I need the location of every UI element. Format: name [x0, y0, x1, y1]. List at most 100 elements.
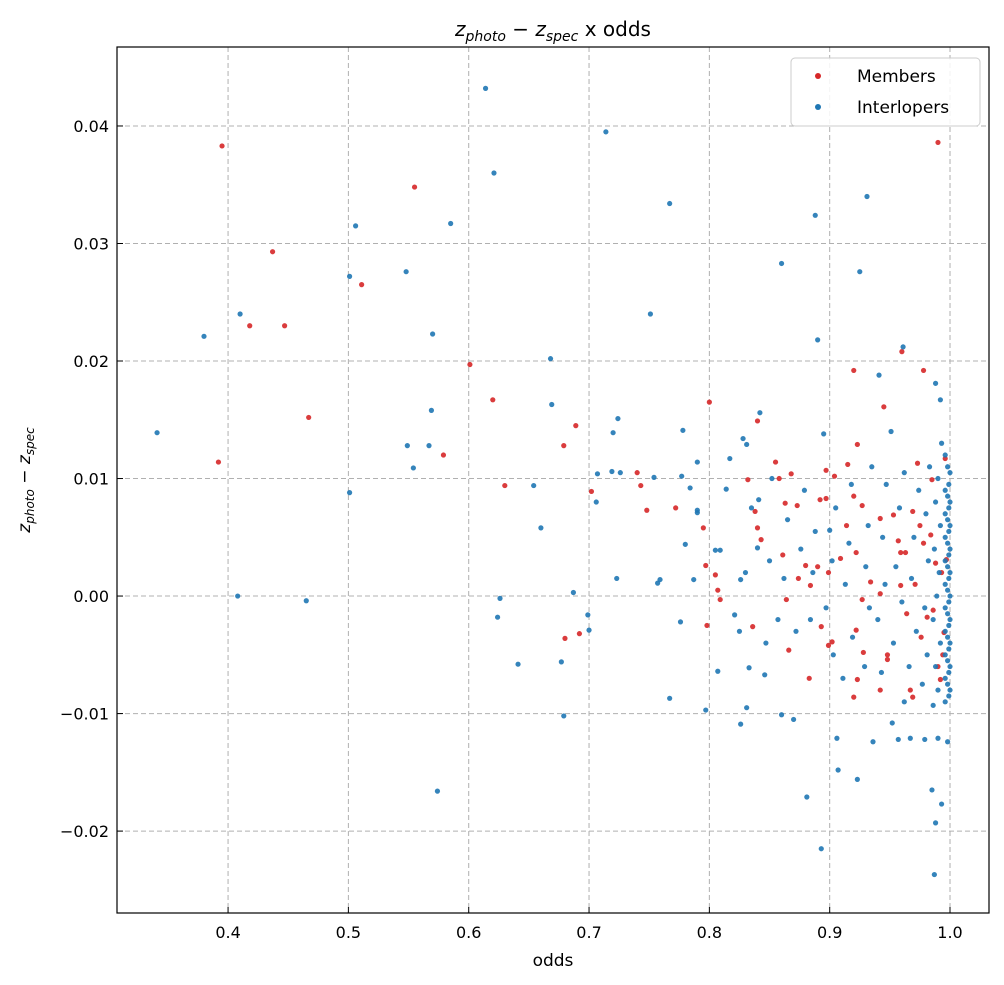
x-axis-label: odds	[533, 951, 574, 971]
interloper-point	[863, 564, 869, 570]
member-point	[890, 512, 897, 518]
x-tick-label: 0.7	[576, 923, 601, 942]
interloper-point	[667, 200, 673, 207]
interloper-point	[937, 522, 943, 529]
member-point	[853, 627, 859, 633]
member-point	[877, 515, 883, 522]
interloper-point	[896, 505, 903, 511]
x-tick-label: 0.4	[215, 923, 240, 942]
x-tick-label: 0.6	[456, 923, 481, 942]
member-point	[877, 591, 883, 597]
interloper-point	[798, 546, 804, 552]
member-point	[859, 502, 865, 509]
interloper-point	[823, 605, 829, 611]
member-point	[817, 497, 823, 503]
interloper-point	[947, 499, 953, 505]
member-point	[215, 459, 222, 465]
series-members	[215, 139, 950, 700]
interloper-point	[882, 581, 888, 587]
interloper-point	[942, 581, 948, 587]
member-point	[806, 675, 812, 681]
member-point	[825, 569, 832, 576]
interloper-point	[931, 546, 937, 552]
member-point	[860, 649, 866, 656]
y-tick-label: 0.03	[73, 234, 109, 253]
interloper-point	[880, 534, 886, 540]
interloper-point	[938, 440, 945, 446]
member-point	[754, 418, 761, 424]
interloper-point	[883, 481, 889, 488]
interloper-point	[947, 616, 953, 623]
interloper-point	[935, 475, 941, 482]
member-point	[717, 596, 723, 603]
interloper-point	[593, 499, 599, 505]
member-point	[851, 694, 857, 700]
member-point	[782, 500, 788, 506]
interloper-point	[946, 575, 952, 582]
member-point	[815, 564, 821, 570]
interloper-point	[946, 622, 952, 629]
interloper-point	[829, 558, 835, 564]
interloper-point	[715, 668, 721, 674]
interloper-point	[875, 616, 881, 623]
interloper-point	[558, 659, 564, 665]
interloper-point	[935, 735, 941, 741]
interloper-point	[834, 735, 840, 741]
interloper-point	[901, 470, 907, 476]
interloper-point	[876, 372, 882, 378]
interloper-point	[712, 547, 718, 553]
interloper-point	[682, 541, 688, 547]
member-point	[904, 611, 910, 617]
interloper-point	[942, 652, 948, 658]
interloper-point	[893, 564, 899, 570]
member-point	[754, 525, 761, 531]
interloper-point	[889, 720, 895, 726]
interloper-point	[717, 547, 723, 553]
interloper-point	[748, 505, 755, 511]
x-tick-label: 0.8	[697, 923, 722, 942]
interloper-point	[801, 487, 808, 493]
member-point	[411, 184, 418, 190]
member-point	[935, 139, 941, 146]
member-point	[706, 399, 712, 405]
interloper-point	[744, 705, 750, 711]
interloper-point	[346, 273, 353, 279]
member-point	[895, 538, 901, 544]
interloper-point	[586, 627, 592, 633]
member-point	[638, 482, 644, 489]
x-tick-label: 0.5	[336, 923, 361, 942]
member-point	[780, 552, 786, 558]
interloper-point	[738, 576, 744, 583]
interloper-point	[570, 589, 576, 596]
interloper-point	[497, 595, 503, 602]
interloper-point	[585, 612, 591, 618]
interloper-point	[667, 695, 673, 701]
interloper-point	[934, 593, 940, 599]
interloper-point	[609, 468, 615, 475]
interloper-point	[908, 575, 915, 582]
y-tick-label: −0.02	[60, 822, 109, 841]
member-point	[794, 502, 800, 509]
interloper-point	[835, 767, 841, 773]
member-point	[884, 656, 891, 663]
interloper-point	[738, 721, 744, 727]
interloper-point	[888, 428, 894, 435]
interloper-point	[781, 575, 787, 582]
interloper-point	[947, 546, 953, 552]
interloper-point	[694, 459, 700, 465]
interloper-point	[754, 545, 761, 551]
member-point	[490, 397, 496, 403]
interloper-point	[925, 558, 931, 564]
interloper-point	[946, 599, 952, 605]
interloper-point	[810, 569, 816, 576]
member-point	[359, 282, 365, 288]
interloper-point	[561, 713, 567, 719]
y-tick-label: 0.00	[73, 587, 109, 606]
interloper-point	[812, 212, 818, 218]
interloper-point	[932, 499, 939, 505]
interloper-point	[945, 564, 951, 570]
title-sub2: spec	[546, 29, 579, 45]
member-point	[937, 676, 943, 683]
member-point	[902, 549, 909, 556]
